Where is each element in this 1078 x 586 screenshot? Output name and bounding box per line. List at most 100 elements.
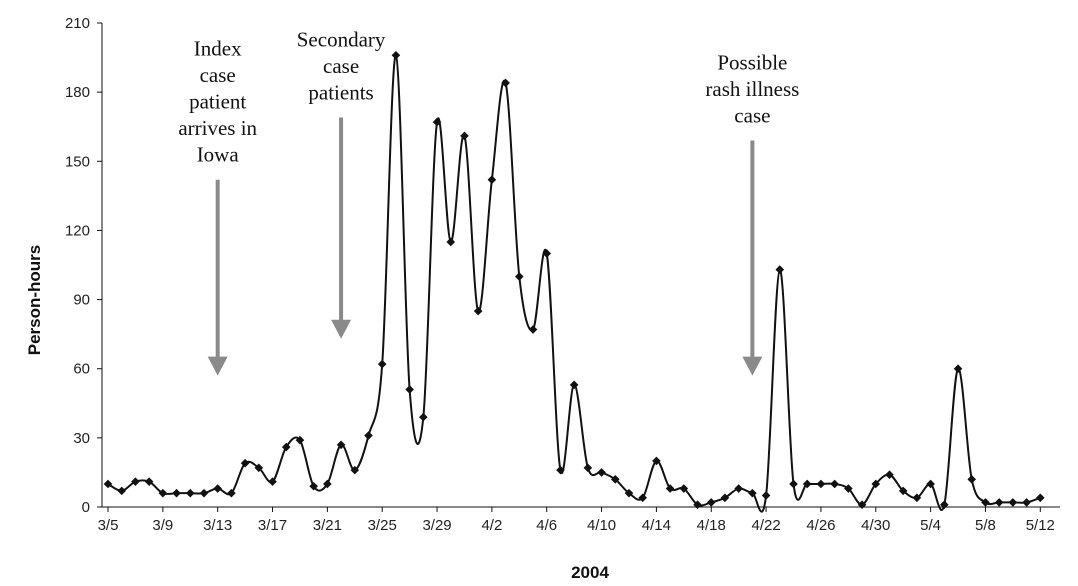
data-point bbox=[446, 237, 456, 247]
x-axis-title: 2004 bbox=[571, 563, 609, 582]
annotation-text: Secondary bbox=[297, 27, 386, 51]
data-point bbox=[199, 488, 209, 498]
x-tick-label: 4/6 bbox=[536, 517, 557, 534]
data-point bbox=[940, 500, 949, 509]
annotation-arrows bbox=[207, 117, 763, 376]
data-point bbox=[706, 498, 716, 507]
data-point bbox=[789, 479, 798, 489]
data-point bbox=[885, 470, 894, 480]
x-tick-label: 3/29 bbox=[422, 517, 451, 534]
y-tick-label: 0 bbox=[82, 499, 90, 516]
data-point bbox=[144, 477, 154, 486]
data-point bbox=[432, 117, 442, 127]
data-point bbox=[323, 479, 332, 489]
data-point bbox=[1035, 493, 1045, 503]
data-point bbox=[898, 486, 908, 496]
data-point bbox=[953, 364, 963, 374]
data-point bbox=[624, 488, 634, 498]
data-point bbox=[761, 491, 771, 500]
x-tick-label: 3/25 bbox=[368, 517, 397, 534]
data-point bbox=[967, 475, 977, 484]
data-point bbox=[515, 272, 524, 281]
y-ticks: 0 30 60 90 120 150 180 210 bbox=[65, 15, 102, 516]
data-point bbox=[981, 498, 990, 507]
x-tick-label: 4/2 bbox=[481, 517, 502, 534]
x-tick-label: 3/17 bbox=[258, 517, 287, 534]
data-point bbox=[254, 463, 264, 473]
y-axis-title: Person-hours bbox=[25, 245, 44, 356]
data-point bbox=[816, 479, 826, 489]
x-tick-label: 4/22 bbox=[751, 517, 780, 534]
data-point bbox=[912, 493, 922, 503]
x-tick-label: 5/8 bbox=[975, 517, 996, 534]
data-point bbox=[117, 486, 127, 496]
annotation-text: Index bbox=[194, 37, 242, 61]
data-point bbox=[720, 493, 730, 503]
data-point bbox=[802, 479, 812, 489]
data-point bbox=[336, 440, 346, 450]
x-tick-label: 4/26 bbox=[806, 517, 835, 534]
data-point bbox=[610, 475, 620, 484]
x-tick-label: 4/14 bbox=[642, 517, 671, 534]
data-point bbox=[994, 498, 1004, 507]
data-point bbox=[638, 493, 647, 503]
data-point bbox=[830, 479, 839, 489]
annotation-text: arrives in bbox=[178, 116, 257, 140]
x-tick-label: 4/10 bbox=[587, 517, 616, 534]
data-point bbox=[569, 380, 579, 390]
annotation-text: case bbox=[200, 63, 236, 87]
x-tick-label: 5/12 bbox=[1026, 517, 1055, 534]
data-point bbox=[473, 306, 483, 316]
data-point bbox=[556, 465, 565, 475]
data-point bbox=[775, 265, 785, 274]
data-point bbox=[131, 477, 140, 486]
data-point bbox=[583, 463, 593, 473]
data-point bbox=[844, 484, 853, 493]
data-point bbox=[240, 458, 250, 468]
data-point bbox=[103, 479, 113, 489]
data-point bbox=[158, 488, 168, 498]
data-point bbox=[693, 500, 702, 509]
x-tick-label: 3/13 bbox=[203, 517, 232, 534]
data-point bbox=[501, 78, 510, 88]
x-tick-label: 3/21 bbox=[313, 517, 342, 534]
data-point bbox=[871, 479, 881, 489]
annotation-text: Possible bbox=[717, 51, 787, 75]
y-tick-label: 150 bbox=[65, 153, 90, 170]
y-tick-label: 210 bbox=[65, 15, 90, 32]
annotation-text: patients bbox=[308, 80, 373, 104]
data-point bbox=[542, 249, 552, 258]
data-point bbox=[597, 468, 606, 477]
data-point bbox=[734, 484, 743, 493]
data-point bbox=[1022, 498, 1031, 507]
data-point bbox=[391, 50, 401, 60]
annotation-text: Iowa bbox=[197, 143, 240, 167]
data-point bbox=[1008, 498, 1018, 507]
data-point bbox=[377, 359, 387, 369]
data-point bbox=[227, 488, 236, 498]
data-point bbox=[460, 131, 469, 141]
annotation-arrow-head bbox=[331, 319, 352, 339]
data-point bbox=[857, 500, 867, 509]
y-tick-label: 30 bbox=[73, 430, 90, 447]
data-point bbox=[419, 412, 428, 422]
x-tick-label: 4/18 bbox=[697, 517, 726, 534]
data-point bbox=[528, 325, 538, 334]
data-point bbox=[926, 479, 935, 489]
annotation-text: case bbox=[734, 104, 770, 128]
data-point bbox=[185, 488, 195, 498]
axes bbox=[101, 23, 1060, 508]
data-point bbox=[665, 484, 675, 493]
x-tick-label: 5/4 bbox=[920, 517, 941, 534]
data-point bbox=[652, 456, 661, 466]
annotation-text: patient bbox=[189, 90, 246, 114]
annotation-text: rash illness bbox=[705, 77, 799, 101]
data-point bbox=[487, 175, 497, 185]
data-point bbox=[309, 481, 318, 491]
x-ticks: 3/5 3/9 3/13 3/17 3/21 3/25 3/29 4/2 4/6 4/10 4/14… bbox=[98, 507, 1055, 534]
annotation-arrow-head bbox=[207, 356, 228, 376]
y-tick-label: 180 bbox=[65, 84, 90, 101]
data-point bbox=[281, 442, 291, 452]
